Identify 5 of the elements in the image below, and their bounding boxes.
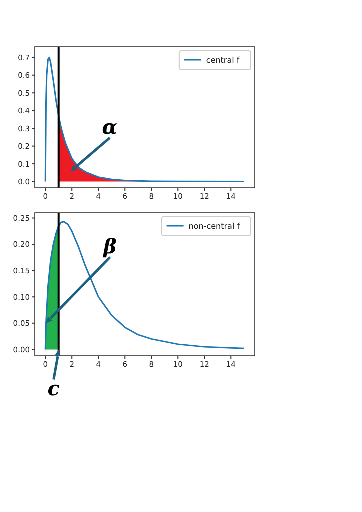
legend-label: central f — [206, 56, 240, 65]
annotation: α — [102, 115, 118, 139]
legend-label: non-central f — [188, 222, 240, 231]
annotation: β — [102, 234, 117, 258]
annotation: c — [48, 376, 60, 401]
